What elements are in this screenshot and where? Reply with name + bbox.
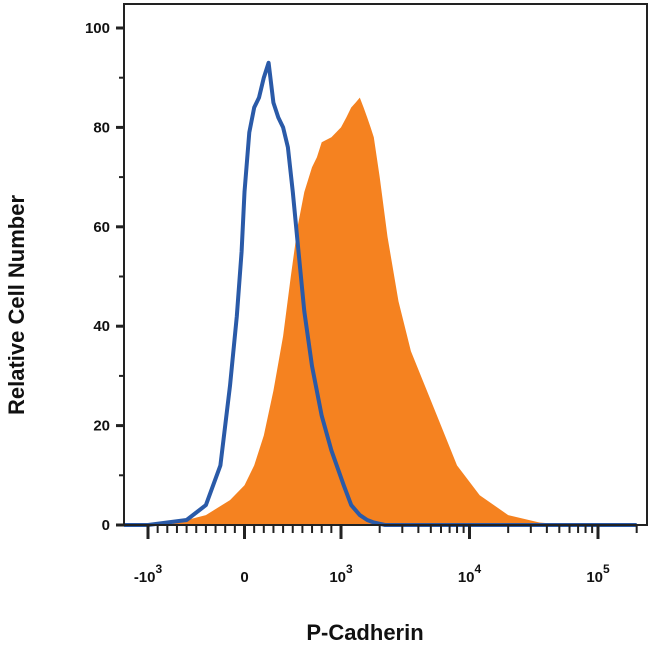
series-p-cadherin-area xyxy=(124,97,637,525)
plot-area xyxy=(124,60,637,527)
y-axis: 0 20 40 60 80 100 xyxy=(85,20,124,534)
y-tick-label: 0 xyxy=(102,517,110,534)
x-tick-label: 103 xyxy=(329,562,353,586)
plot-border xyxy=(123,3,648,526)
x-tick-label: 104 xyxy=(458,562,482,586)
x-axis-title: P-Cadherin xyxy=(306,620,423,645)
x-axis: -103 0 103 104 105 xyxy=(134,525,638,586)
y-axis-title: Relative Cell Number xyxy=(4,195,29,416)
plot-frame xyxy=(123,3,648,526)
y-tick-label: 20 xyxy=(93,418,110,435)
y-tick-label: 60 xyxy=(93,219,110,236)
series-isotype-control-line xyxy=(124,60,637,527)
y-tick-label: 100 xyxy=(85,20,110,37)
x-tick-label: -103 xyxy=(134,562,163,586)
x-tick-label: 0 xyxy=(240,569,248,586)
x-tick-label: 105 xyxy=(586,562,610,586)
y-tick-label: 80 xyxy=(93,119,110,136)
y-tick-label: 40 xyxy=(93,318,110,335)
